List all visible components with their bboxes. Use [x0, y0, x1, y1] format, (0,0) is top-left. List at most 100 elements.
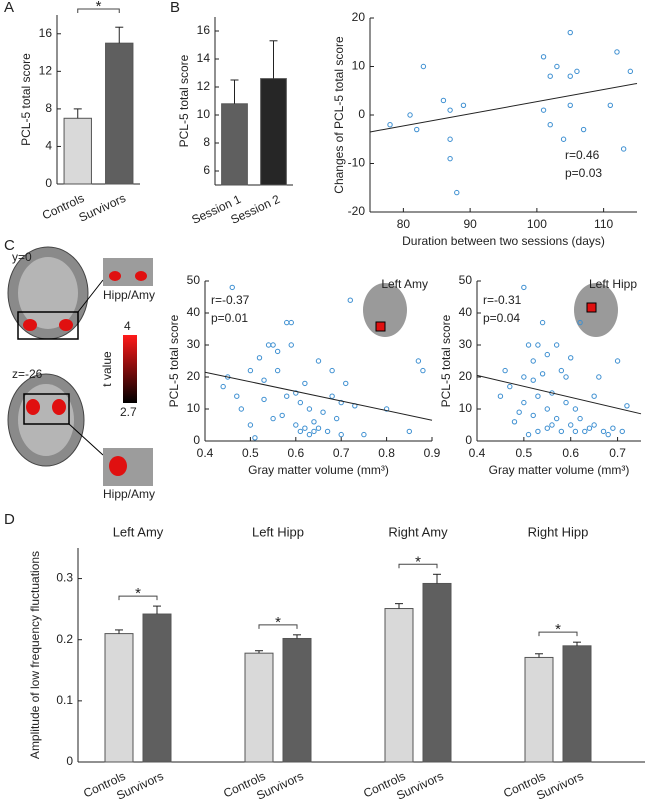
- point: [315, 358, 322, 364]
- point: [530, 377, 536, 383]
- point: [614, 358, 621, 364]
- roi-box: [17, 311, 79, 340]
- point: [530, 358, 536, 364]
- y-axis-label: Changes of PCL-5 total score: [332, 36, 346, 194]
- point: [415, 358, 422, 364]
- point: [247, 422, 254, 428]
- point: [324, 428, 331, 435]
- x-tick-label: 0.7: [333, 446, 350, 460]
- blob: [135, 271, 147, 281]
- region-label: Left Hipp: [589, 277, 637, 291]
- significance-star: *: [555, 621, 561, 638]
- point: [535, 342, 541, 348]
- inset-brains: [363, 283, 618, 337]
- inset-roi: [586, 302, 597, 313]
- x-tick-label: 0.7: [609, 446, 626, 460]
- blob: [26, 399, 40, 415]
- blob: [23, 319, 37, 331]
- blob: [109, 456, 127, 476]
- point: [407, 112, 413, 118]
- point: [624, 403, 630, 409]
- point: [521, 374, 527, 380]
- point: [558, 428, 565, 435]
- point: [568, 355, 574, 361]
- fit-line: [204, 371, 433, 421]
- point: [288, 319, 294, 326]
- inset-brain: [363, 283, 407, 337]
- point: [596, 374, 602, 380]
- point: [343, 380, 349, 387]
- coronal-brain-inner: [18, 257, 78, 329]
- colorbar-max: 4: [124, 319, 131, 333]
- x-tick-label: 0.4: [469, 446, 486, 460]
- group-title: Left Hipp: [252, 524, 304, 539]
- point: [563, 374, 569, 380]
- point: [553, 415, 560, 422]
- point: [338, 399, 344, 406]
- x-tick-label: Survivors: [77, 191, 128, 225]
- roi-box: [23, 393, 70, 425]
- significance-bracket: [118, 595, 158, 601]
- y-tick-label: 0: [45, 176, 52, 190]
- point: [293, 390, 299, 396]
- point: [627, 68, 634, 75]
- point: [591, 422, 597, 428]
- stat: r=-0.31: [483, 293, 522, 307]
- point: [274, 348, 281, 355]
- point: [279, 412, 285, 419]
- fit-line: [369, 82, 638, 133]
- colorbar-min: 2.7: [120, 405, 137, 419]
- y-tick-label: 12: [197, 79, 211, 93]
- point: [420, 63, 427, 70]
- point: [270, 415, 276, 422]
- point: [540, 107, 547, 113]
- point: [600, 428, 607, 435]
- point: [577, 319, 583, 326]
- point: [440, 97, 447, 104]
- point: [549, 422, 555, 428]
- point: [454, 189, 460, 196]
- point: [607, 102, 613, 109]
- bar: [260, 78, 287, 186]
- y-tick-label: 50: [459, 273, 473, 287]
- point: [605, 431, 611, 438]
- point: [320, 409, 326, 415]
- y-tick-label: 0: [193, 433, 200, 447]
- group-title: Right Amy: [388, 524, 448, 539]
- point: [610, 425, 616, 431]
- x-tick-label: 80: [397, 217, 411, 231]
- colorbar: [123, 335, 137, 403]
- point: [252, 435, 258, 441]
- y-tick-label: 16: [197, 23, 211, 37]
- point: [297, 399, 304, 406]
- y-tick-label: 50: [187, 273, 201, 287]
- colorbar-title: t value: [100, 351, 114, 387]
- point: [460, 102, 467, 109]
- x-axis-label: Duration between two sessions (days): [402, 234, 605, 248]
- group-title: Left Amy: [113, 524, 164, 539]
- y-tick-label: -10: [348, 156, 366, 170]
- point: [387, 122, 393, 128]
- significance-star: *: [96, 0, 102, 15]
- significance-bracket: [77, 8, 120, 13]
- bar: [221, 103, 248, 186]
- y-tick-label: 12: [39, 64, 53, 78]
- point: [586, 425, 593, 431]
- fit-line: [476, 374, 642, 415]
- point: [329, 393, 335, 399]
- inset-roi: [375, 321, 386, 332]
- point: [580, 126, 587, 133]
- point: [247, 367, 254, 374]
- point: [414, 126, 420, 133]
- x-tick-label: 0.4: [197, 446, 214, 460]
- point: [329, 367, 335, 374]
- point: [547, 73, 553, 79]
- y-tick-label: 0: [66, 754, 73, 768]
- point: [563, 399, 569, 406]
- region-label: Left Amy: [381, 277, 428, 291]
- panel-label: C: [4, 237, 15, 254]
- point: [544, 406, 550, 412]
- point: [297, 428, 304, 435]
- point: [361, 431, 367, 438]
